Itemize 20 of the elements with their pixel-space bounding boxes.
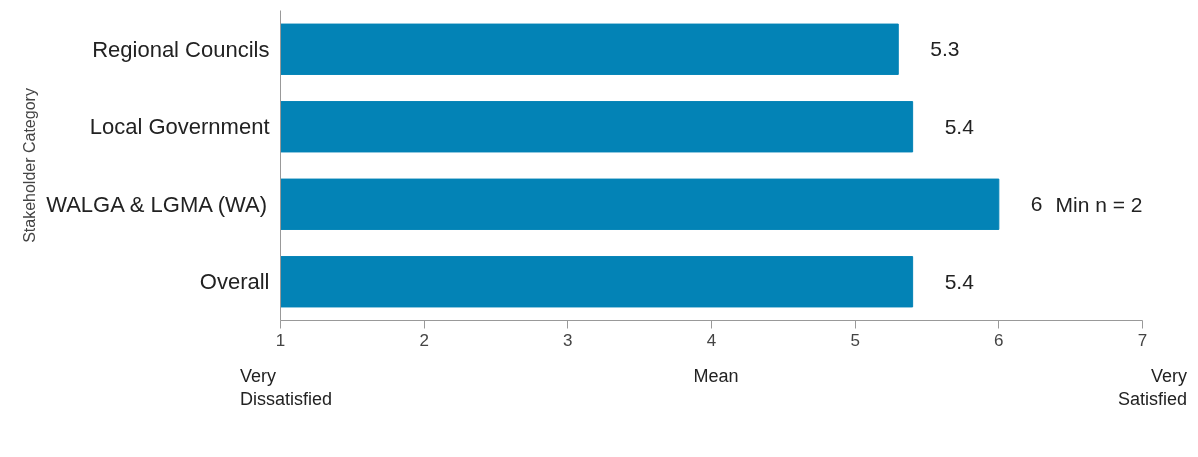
text: Very Dissatisfied <box>240 365 333 412</box>
y-axis-title: Stakeholder Category <box>21 88 39 243</box>
x-tick-label: 1 <box>275 330 286 350</box>
x-tick-label: 3 <box>563 330 573 350</box>
x-tick-label: 5 <box>850 330 860 350</box>
data-label: 6 <box>1030 192 1043 216</box>
x-tick-label: 6 <box>994 330 1004 350</box>
y-tick-label: Regional Councils <box>92 36 270 62</box>
x-tick-label: 7 <box>1137 330 1148 350</box>
y-tick-label: Overall <box>199 269 270 295</box>
data-label: 5.4 <box>944 114 975 138</box>
x-tick-label: 2 <box>419 330 429 350</box>
y-tick-label: Local Government <box>89 114 270 140</box>
annotation: Min n = 2 <box>1055 192 1143 216</box>
data-label: 5.4 <box>944 269 975 293</box>
data-label: 5.3 <box>930 37 960 61</box>
y-tick-label: WALGA & LGMA (WA) <box>46 191 268 217</box>
x-tick-label: 4 <box>706 330 717 350</box>
x-axis-title: Mean <box>692 365 740 388</box>
text: Very Satisfied <box>1117 365 1187 412</box>
